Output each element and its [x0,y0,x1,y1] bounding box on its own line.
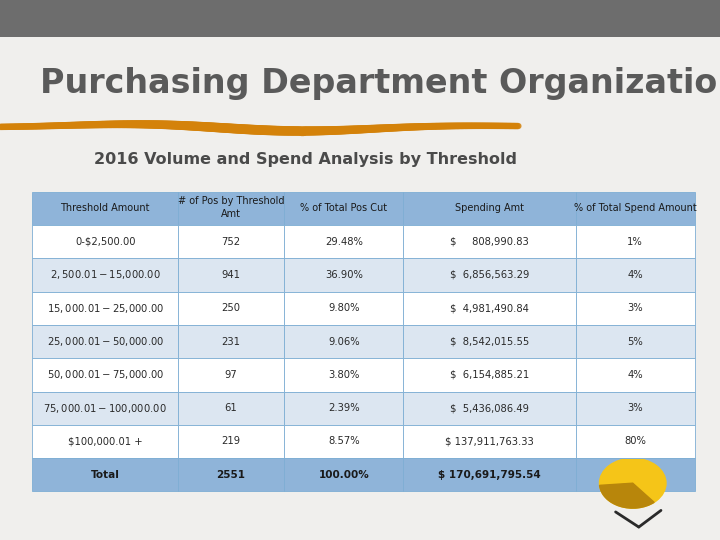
Bar [403,325,575,358]
Bar [32,392,178,425]
Bar [178,358,284,392]
Text: 3%: 3% [627,403,643,413]
Bar [575,258,695,292]
Text: 80%: 80% [624,436,646,447]
Text: Threshold Amount: Threshold Amount [60,204,150,213]
Bar [178,225,284,258]
Bar [575,325,695,358]
Text: 752: 752 [222,237,240,247]
Text: 219: 219 [222,436,240,447]
Text: 941: 941 [222,270,240,280]
Bar [403,292,575,325]
Bar [32,325,178,358]
Bar [178,325,284,358]
Text: $50,000.01-$75,000.00: $50,000.01-$75,000.00 [47,368,164,381]
Bar [575,392,695,425]
Bar [284,292,403,325]
Text: $  6,856,563.29: $ 6,856,563.29 [450,270,529,280]
Bar [284,192,403,225]
Text: Amt: Amt [221,208,241,219]
Bar [575,425,695,458]
Text: 2016 Volume and Spend Analysis by Threshold: 2016 Volume and Spend Analysis by Thresh… [94,152,517,167]
Bar [178,192,284,225]
Bar [403,258,575,292]
Text: Purchasing Department Organization: Purchasing Department Organization [40,67,720,100]
Text: Total: Total [91,470,120,480]
Text: $100,000.01 +: $100,000.01 + [68,436,143,447]
Text: $25,000.01-$50,000.00: $25,000.01-$50,000.00 [47,335,164,348]
Text: 100.00%: 100.00% [318,470,369,480]
Text: 231: 231 [222,336,240,347]
Bar [284,258,403,292]
Bar [284,458,403,491]
Bar [0,0,720,37]
Wedge shape [600,483,654,508]
Text: Spending Amt: Spending Amt [455,204,524,213]
Bar [403,192,575,225]
Bar [575,458,695,491]
Text: % of Total Spend Amount: % of Total Spend Amount [574,204,696,213]
Text: # of Pos by Threshold: # of Pos by Threshold [178,196,284,206]
Bar [178,292,284,325]
Bar [575,192,695,225]
Text: $  8,542,015.55: $ 8,542,015.55 [450,336,529,347]
Bar [32,458,178,491]
Bar [403,358,575,392]
Bar [32,225,178,258]
Bar [32,425,178,458]
Text: $ 137,911,763.33: $ 137,911,763.33 [445,436,534,447]
Text: 250: 250 [222,303,240,313]
Text: 0-$2,500.00: 0-$2,500.00 [75,237,135,247]
Bar [178,392,284,425]
Text: 36.90%: 36.90% [325,270,363,280]
Text: 29.48%: 29.48% [325,237,363,247]
Text: $2,500.01-$15,000.00: $2,500.01-$15,000.00 [50,268,161,281]
Bar [284,392,403,425]
Text: 3%: 3% [627,303,643,313]
Text: 8.57%: 8.57% [328,436,359,447]
Bar [32,192,178,225]
Text: 4%: 4% [627,370,643,380]
Bar [178,425,284,458]
Bar [403,225,575,258]
Text: 100%: 100% [619,470,652,480]
Text: 97: 97 [225,370,238,380]
Text: $75,000.01-$100,000.00: $75,000.01-$100,000.00 [43,402,167,415]
Bar [32,258,178,292]
Circle shape [600,458,666,508]
Bar [403,392,575,425]
Bar [284,358,403,392]
Bar [575,358,695,392]
Bar [284,225,403,258]
Text: 1%: 1% [627,237,643,247]
Text: $  5,436,086.49: $ 5,436,086.49 [450,403,529,413]
Text: 4%: 4% [627,270,643,280]
Text: 61: 61 [225,403,238,413]
Text: $     808,990.83: $ 808,990.83 [450,237,528,247]
Bar [284,325,403,358]
Text: 3.80%: 3.80% [328,370,359,380]
Text: 2.39%: 2.39% [328,403,359,413]
Text: 2551: 2551 [217,470,246,480]
Text: $ 170,691,795.54: $ 170,691,795.54 [438,470,541,480]
Bar [32,292,178,325]
Bar [284,425,403,458]
Text: $  4,981,490.84: $ 4,981,490.84 [450,303,529,313]
Text: 5%: 5% [627,336,643,347]
Bar [403,425,575,458]
Bar [178,258,284,292]
Bar [575,292,695,325]
Text: 9.06%: 9.06% [328,336,359,347]
Bar [178,458,284,491]
Bar [403,458,575,491]
Bar [575,225,695,258]
Text: $15,000.01-$25,000.00: $15,000.01-$25,000.00 [47,302,164,315]
Text: % of Total Pos Cut: % of Total Pos Cut [300,204,387,213]
Text: $  6,154,885.21: $ 6,154,885.21 [450,370,529,380]
Bar [32,358,178,392]
Text: 9.80%: 9.80% [328,303,359,313]
